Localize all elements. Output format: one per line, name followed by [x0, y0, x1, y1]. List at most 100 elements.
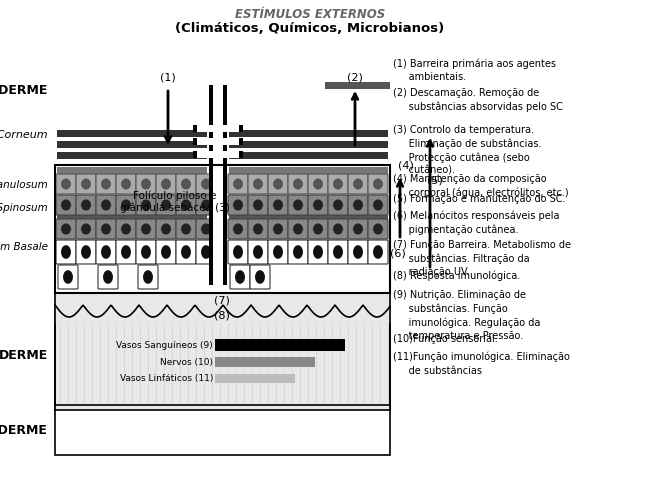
Ellipse shape — [101, 199, 111, 211]
Ellipse shape — [61, 178, 71, 190]
FancyBboxPatch shape — [348, 240, 368, 264]
Ellipse shape — [255, 270, 265, 284]
Text: (1) Barreira primária aos agentes
     ambientais.: (1) Barreira primária aos agentes ambien… — [393, 59, 556, 82]
FancyBboxPatch shape — [348, 219, 368, 239]
FancyBboxPatch shape — [288, 195, 308, 215]
FancyBboxPatch shape — [138, 265, 158, 289]
Ellipse shape — [353, 199, 363, 211]
Ellipse shape — [101, 178, 111, 190]
FancyBboxPatch shape — [196, 240, 216, 264]
Ellipse shape — [235, 270, 245, 284]
FancyBboxPatch shape — [248, 240, 268, 264]
Ellipse shape — [161, 245, 171, 259]
Text: (7) Função Barreira. Metabolismo de
     substâncias. Filtração da
     radiação: (7) Função Barreira. Metabolismo de subs… — [393, 240, 571, 277]
FancyBboxPatch shape — [328, 195, 348, 215]
FancyBboxPatch shape — [136, 240, 156, 264]
Ellipse shape — [313, 223, 323, 235]
Text: (10)Função sensorial.: (10)Função sensorial. — [393, 334, 498, 344]
Ellipse shape — [81, 199, 91, 211]
FancyBboxPatch shape — [228, 240, 248, 264]
FancyBboxPatch shape — [176, 174, 196, 194]
Ellipse shape — [293, 178, 303, 190]
Bar — [57, 141, 207, 148]
FancyBboxPatch shape — [116, 195, 136, 215]
Text: Nervos (10): Nervos (10) — [160, 358, 213, 367]
Ellipse shape — [373, 223, 383, 235]
FancyBboxPatch shape — [308, 174, 328, 194]
Text: (6) Melanócitos responsáveis pela
     pigmentação cutânea.: (6) Melanócitos responsáveis pela pigmen… — [393, 211, 559, 235]
FancyBboxPatch shape — [176, 195, 196, 215]
Ellipse shape — [233, 223, 243, 235]
Ellipse shape — [233, 178, 243, 190]
FancyBboxPatch shape — [196, 195, 216, 215]
Text: (5) Formação e manutenção do SC.: (5) Formação e manutenção do SC. — [393, 194, 565, 203]
Ellipse shape — [63, 270, 73, 284]
Text: (8): (8) — [214, 310, 230, 320]
Ellipse shape — [313, 199, 323, 211]
Ellipse shape — [121, 178, 131, 190]
Bar — [57, 215, 207, 219]
FancyBboxPatch shape — [248, 219, 268, 239]
Ellipse shape — [61, 245, 71, 259]
FancyBboxPatch shape — [56, 174, 76, 194]
FancyBboxPatch shape — [98, 265, 118, 289]
Text: (6): (6) — [390, 248, 406, 258]
Ellipse shape — [181, 178, 191, 190]
Bar — [213, 85, 223, 285]
Ellipse shape — [201, 223, 211, 235]
Text: Stratum Spinosum: Stratum Spinosum — [0, 203, 48, 213]
Text: Stratum Granulosum: Stratum Granulosum — [0, 180, 48, 190]
Ellipse shape — [373, 178, 383, 190]
Text: (3) Controlo da temperatura.
     Eliminação de substâncias.
     Protecção cutâ: (3) Controlo da temperatura. Eliminação … — [393, 125, 541, 176]
Text: HIPODERME: HIPODERME — [0, 423, 48, 437]
Text: (9) Nutrição. Eliminação de
     substâncias. Função
     imunológica. Regulação: (9) Nutrição. Eliminação de substâncias.… — [393, 290, 540, 341]
Text: (4): (4) — [398, 160, 414, 170]
Ellipse shape — [141, 199, 151, 211]
FancyBboxPatch shape — [116, 240, 136, 264]
Bar — [193, 151, 243, 158]
Bar — [55, 165, 390, 293]
Ellipse shape — [353, 178, 363, 190]
FancyBboxPatch shape — [156, 240, 176, 264]
FancyBboxPatch shape — [96, 240, 116, 264]
Bar — [209, 85, 227, 285]
Bar — [193, 125, 243, 132]
Ellipse shape — [101, 223, 111, 235]
Bar — [197, 138, 239, 145]
FancyBboxPatch shape — [288, 174, 308, 194]
FancyBboxPatch shape — [136, 195, 156, 215]
Ellipse shape — [273, 245, 283, 259]
Text: (2) Descamação. Remoção de
     substâncias absorvidas pelo SC: (2) Descamação. Remoção de substâncias a… — [393, 88, 562, 112]
Bar — [193, 138, 243, 145]
Ellipse shape — [141, 178, 151, 190]
Ellipse shape — [333, 178, 343, 190]
Ellipse shape — [121, 245, 131, 259]
Bar — [229, 152, 388, 159]
Ellipse shape — [201, 178, 211, 190]
Ellipse shape — [61, 223, 71, 235]
Bar — [215, 339, 345, 351]
Text: Vasos Sanguíneos (9): Vasos Sanguíneos (9) — [116, 341, 213, 349]
Ellipse shape — [253, 223, 263, 235]
FancyBboxPatch shape — [308, 240, 328, 264]
Ellipse shape — [233, 199, 243, 211]
Ellipse shape — [181, 199, 191, 211]
Ellipse shape — [141, 245, 151, 259]
FancyBboxPatch shape — [368, 240, 388, 264]
Bar — [229, 130, 388, 137]
Ellipse shape — [161, 199, 171, 211]
Ellipse shape — [253, 178, 263, 190]
FancyBboxPatch shape — [228, 195, 248, 215]
Text: DERME: DERME — [0, 348, 48, 362]
Bar — [229, 141, 388, 148]
Ellipse shape — [233, 245, 243, 259]
FancyBboxPatch shape — [96, 195, 116, 215]
Text: (11)Função imunológica. Eliminação
     de substâncias: (11)Função imunológica. Eliminação de su… — [393, 352, 570, 375]
Bar — [57, 167, 207, 175]
Ellipse shape — [353, 245, 363, 259]
FancyBboxPatch shape — [268, 195, 288, 215]
FancyBboxPatch shape — [248, 174, 268, 194]
Ellipse shape — [101, 245, 111, 259]
Ellipse shape — [81, 223, 91, 235]
FancyBboxPatch shape — [196, 219, 216, 239]
